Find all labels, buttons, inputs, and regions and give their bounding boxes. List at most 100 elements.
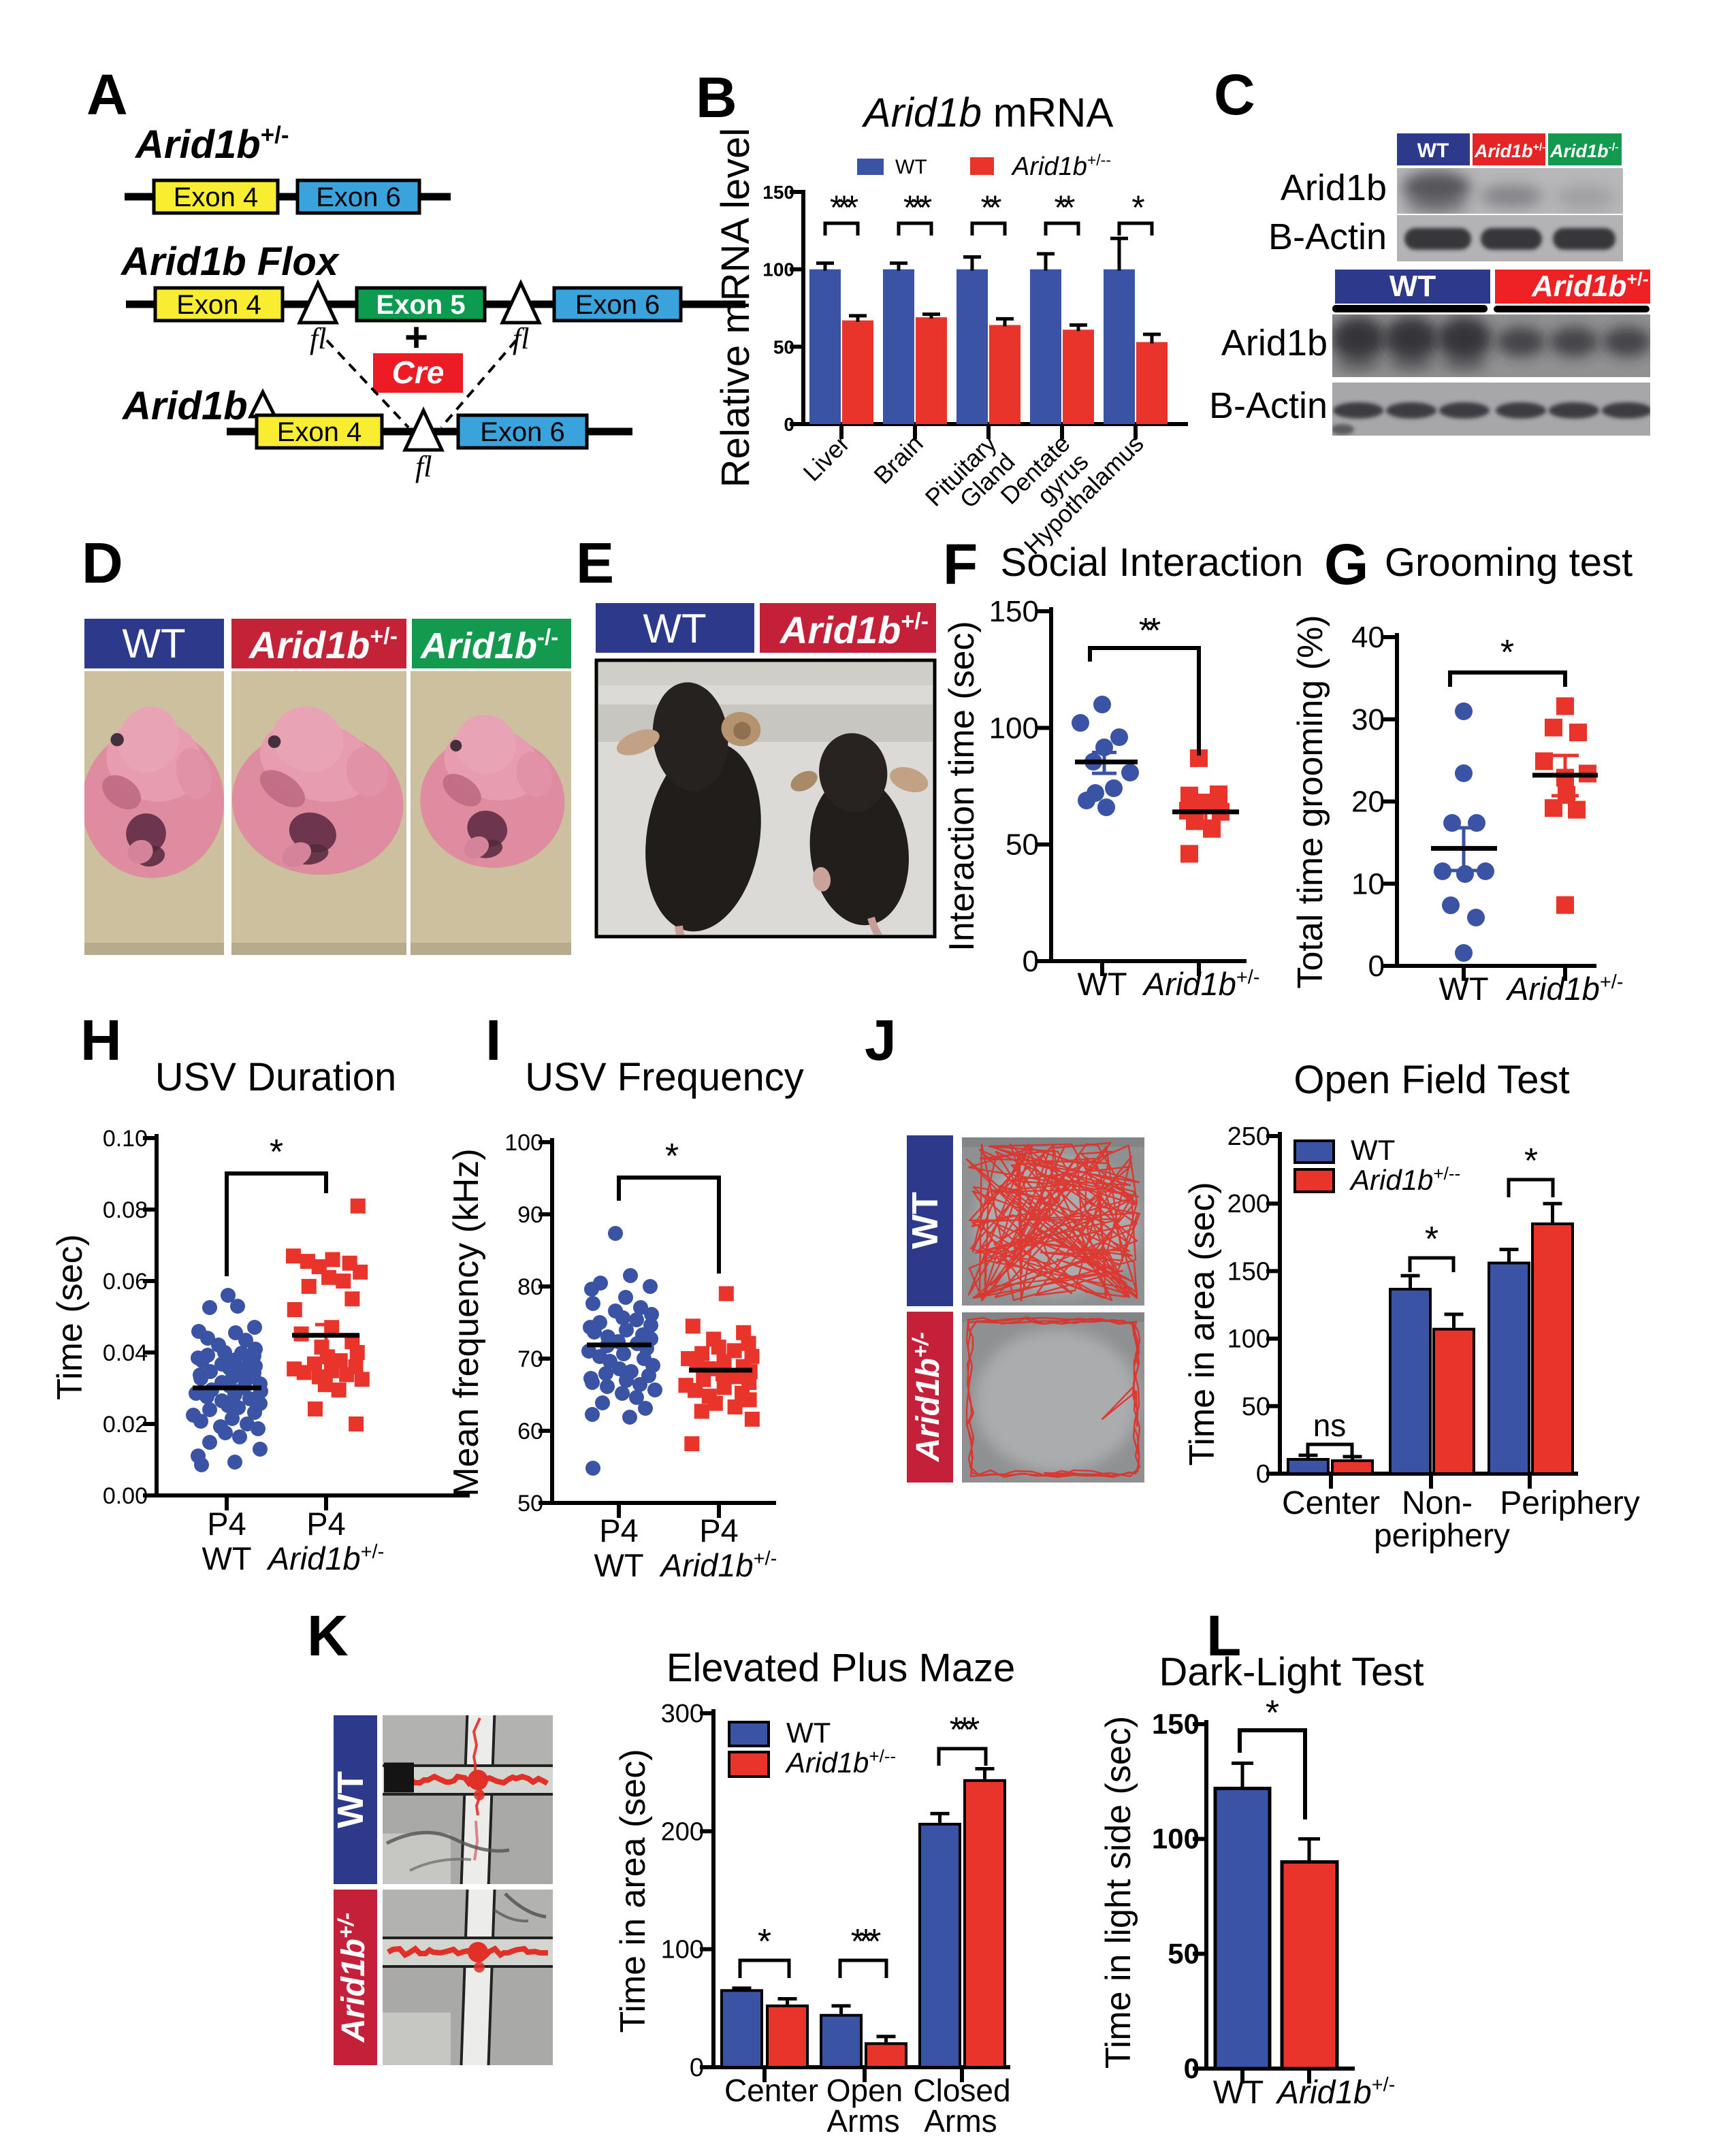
svg-text:0.04: 0.04 [103, 1340, 148, 1366]
svg-text:Arid1b: Arid1b [1221, 323, 1328, 363]
svg-text:100: 100 [504, 1130, 543, 1156]
svg-text:G: G [1324, 532, 1368, 596]
svg-text:50: 50 [1006, 828, 1039, 862]
svg-text:0: 0 [784, 414, 794, 435]
svg-text:Center: Center [1282, 1485, 1380, 1521]
svg-text:USV Duration: USV Duration [155, 1055, 397, 1099]
svg-text:A: A [86, 63, 128, 127]
svg-text:150: 150 [762, 182, 794, 203]
svg-text:Arid1b+/-: Arid1b+/- [1505, 971, 1624, 1007]
svg-text:Closed: Closed [913, 2073, 1010, 2108]
svg-text:WT: WT [643, 606, 706, 651]
svg-text:Center: Center [724, 2073, 818, 2108]
svg-text:fl: fl [513, 322, 529, 355]
svg-text:WT: WT [1077, 966, 1127, 1002]
svg-text:Arid1b+/-: Arid1b+/- [266, 1540, 385, 1576]
svg-text:100: 100 [989, 711, 1039, 745]
svg-text:0: 0 [1023, 945, 1039, 978]
svg-text:Arid1b+/-: Arid1b+/- [659, 1547, 777, 1583]
svg-text:40: 40 [1351, 621, 1385, 654]
svg-text:0.10: 0.10 [103, 1126, 148, 1152]
svg-text:P4: P4 [207, 1506, 246, 1542]
svg-text:C: C [1214, 63, 1255, 127]
svg-text:ns: ns [1313, 1408, 1347, 1443]
svg-text:80: 80 [517, 1274, 543, 1300]
svg-text:Total time grooming (%): Total time grooming (%) [1291, 615, 1330, 988]
svg-text:20: 20 [1351, 785, 1385, 819]
svg-text:*: * [758, 1922, 771, 1962]
svg-text:*: * [1266, 1694, 1279, 1733]
svg-text:P4: P4 [599, 1512, 639, 1549]
svg-text:fl: fl [310, 322, 326, 355]
svg-text:0.02: 0.02 [103, 1412, 148, 1438]
svg-text:Time in area (sec): Time in area (sec) [613, 1749, 653, 2032]
svg-text:150: 150 [1152, 1708, 1200, 1740]
svg-text:Arid1b+/-: Arid1b+/- [1531, 269, 1649, 303]
svg-text:Periphery: Periphery [1500, 1485, 1639, 1521]
svg-text:Elevated Plus Maze: Elevated Plus Maze [666, 1646, 1016, 1690]
svg-text:50: 50 [1168, 1937, 1200, 1969]
svg-text:Exon 6: Exon 6 [316, 182, 401, 212]
svg-text:WT: WT [122, 621, 185, 666]
svg-text:Non-: Non- [1402, 1485, 1473, 1521]
svg-text:WT: WT [895, 156, 927, 178]
svg-text:150: 150 [989, 595, 1039, 628]
svg-text:250: 250 [1227, 1122, 1270, 1151]
svg-text:Grooming test: Grooming test [1385, 540, 1633, 585]
svg-text:I: I [485, 1008, 501, 1072]
svg-text:Arid1b: Arid1b [1281, 167, 1387, 208]
svg-text:B-Actin: B-Actin [1209, 385, 1328, 426]
svg-text:Time in light side (sec): Time in light side (sec) [1099, 1716, 1138, 2069]
svg-text:USV Frequency: USV Frequency [525, 1055, 803, 1099]
svg-text:0: 0 [1368, 950, 1385, 983]
svg-text:WT: WT [330, 1771, 371, 1828]
svg-text:Exon 4: Exon 4 [176, 290, 261, 320]
svg-text:0.00: 0.00 [103, 1483, 148, 1509]
svg-text:Interaction time (sec): Interaction time (sec) [942, 621, 982, 952]
svg-text:30: 30 [1351, 703, 1385, 736]
svg-text:*: * [1425, 1220, 1438, 1259]
svg-text:Time (sec): Time (sec) [50, 1234, 90, 1400]
svg-text:Exon 6: Exon 6 [575, 290, 660, 320]
svg-text:100: 100 [1152, 1823, 1200, 1855]
svg-text:WT: WT [202, 1540, 251, 1576]
svg-text:0: 0 [1256, 1460, 1270, 1489]
svg-text:F: F [943, 532, 978, 596]
svg-text:Open: Open [826, 2073, 903, 2108]
svg-text:fl: fl [415, 450, 432, 483]
svg-text:50: 50 [1242, 1393, 1270, 1421]
svg-text:10: 10 [1351, 867, 1385, 901]
svg-text:0.08: 0.08 [103, 1197, 148, 1223]
svg-text:200: 200 [661, 1817, 704, 1846]
svg-text:P4: P4 [699, 1512, 739, 1549]
svg-text:P4: P4 [306, 1506, 346, 1542]
svg-text:Exon 4: Exon 4 [174, 182, 259, 212]
svg-text:WT: WT [786, 1717, 831, 1749]
svg-text:Arid1b+/-: Arid1b+/- [1275, 2074, 1395, 2111]
svg-text:100: 100 [762, 259, 794, 280]
svg-text:0: 0 [1184, 2052, 1200, 2084]
svg-text:L: L [1206, 1604, 1241, 1668]
svg-text:Arid1b+/-: Arid1b+/- [779, 609, 929, 651]
svg-text:Arid1b-/-: Arid1b-/- [1549, 141, 1619, 161]
svg-text:Arid1b+/-: Arid1b+/- [1474, 141, 1546, 161]
svg-text:WT: WT [594, 1547, 643, 1583]
svg-text:*: * [1524, 1141, 1538, 1181]
svg-text:Arid1b+/-: Arid1b+/- [248, 623, 398, 666]
svg-text:*: * [665, 1137, 679, 1176]
svg-text:J: J [865, 1008, 897, 1072]
svg-text:90: 90 [517, 1202, 543, 1228]
svg-text:WT: WT [1438, 971, 1488, 1007]
svg-text:Arid1b-/-: Arid1b-/- [419, 624, 558, 666]
svg-text:periphery: periphery [1374, 1518, 1510, 1554]
svg-text:Exon 5: Exon 5 [376, 290, 465, 320]
svg-text:50: 50 [517, 1491, 543, 1517]
svg-text:*: * [1500, 633, 1514, 673]
svg-text:0.06: 0.06 [103, 1269, 148, 1295]
svg-text:Arid1b+/-: Arid1b+/- [1142, 966, 1260, 1002]
svg-text:300: 300 [661, 1700, 704, 1728]
svg-text:60: 60 [517, 1419, 543, 1444]
svg-text:WT: WT [905, 1192, 946, 1249]
svg-text:WT: WT [1417, 140, 1449, 162]
svg-text:WT: WT [1389, 270, 1436, 303]
